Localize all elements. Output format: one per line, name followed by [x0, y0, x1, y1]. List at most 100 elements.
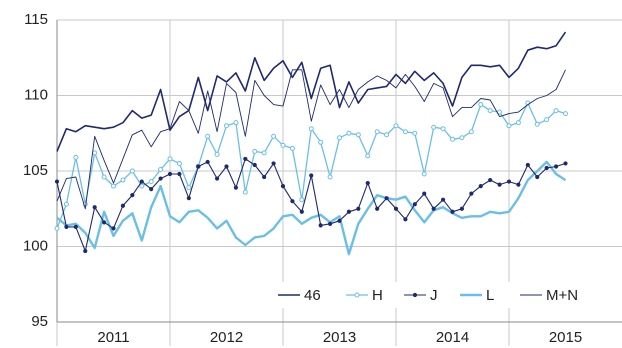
data-point — [64, 224, 69, 229]
data-point — [158, 176, 163, 181]
data-point — [327, 221, 333, 226]
x-tick-label: 2015 — [549, 329, 582, 346]
data-point — [177, 171, 182, 177]
data-point — [252, 148, 258, 154]
data-point — [130, 193, 135, 198]
data-point — [393, 206, 399, 211]
data-point — [506, 123, 512, 129]
data-point — [497, 109, 503, 115]
data-point — [205, 133, 211, 139]
data-point — [280, 184, 286, 189]
data-point — [346, 209, 352, 214]
data-point — [224, 123, 229, 129]
data-point — [544, 117, 550, 123]
legend-label: L — [486, 287, 494, 304]
data-point — [384, 196, 389, 201]
data-point — [120, 203, 126, 208]
data-point — [290, 199, 295, 204]
data-point — [271, 161, 276, 166]
data-point — [111, 226, 116, 231]
data-point — [478, 184, 483, 189]
data-point — [214, 176, 220, 181]
data-point — [563, 111, 568, 117]
data-point — [224, 164, 229, 169]
data-point — [73, 224, 78, 229]
data-point — [374, 129, 380, 135]
data-point — [252, 162, 257, 168]
data-point — [261, 150, 267, 156]
y-tick-label: 105 — [23, 162, 48, 179]
data-point — [92, 150, 98, 156]
data-point — [186, 196, 191, 201]
data-point — [318, 139, 324, 145]
data-point — [101, 220, 107, 225]
data-point — [535, 174, 540, 180]
data-point — [422, 191, 427, 196]
series-line — [56, 69, 566, 210]
data-point — [431, 124, 437, 130]
data-point — [233, 185, 239, 190]
data-point — [487, 108, 493, 114]
data-point — [459, 206, 465, 211]
data-point — [440, 126, 446, 132]
data-point — [167, 171, 173, 177]
x-tick-label: 2011 — [97, 329, 129, 346]
series-line — [56, 160, 567, 256]
data-point — [412, 202, 417, 207]
data-point — [176, 160, 182, 166]
data-point — [375, 206, 380, 211]
data-point — [327, 174, 333, 180]
data-point — [309, 173, 314, 178]
y-tick-label: 110 — [24, 86, 48, 103]
data-point — [73, 154, 79, 160]
data-point — [186, 185, 192, 191]
legend-label: J — [430, 287, 438, 304]
data-point — [83, 248, 88, 254]
legend-box — [272, 282, 604, 308]
data-point — [459, 135, 465, 141]
x-tick-label: 2013 — [323, 329, 356, 346]
data-point — [111, 183, 116, 189]
data-point — [242, 189, 248, 195]
data-point — [167, 156, 173, 162]
data-point — [469, 191, 474, 196]
data-point — [243, 156, 248, 162]
data-point — [393, 123, 399, 129]
data-point — [402, 129, 408, 135]
data-point — [92, 205, 97, 210]
legend-label: 46 — [304, 287, 321, 304]
data-point — [450, 136, 455, 142]
data-point — [120, 177, 126, 183]
y-tick-label: 95 — [31, 313, 48, 330]
data-point — [515, 120, 521, 126]
data-point — [553, 108, 559, 114]
series-line — [56, 102, 566, 229]
data-point — [534, 121, 540, 127]
data-point — [289, 145, 295, 151]
data-point — [101, 174, 107, 180]
data-point — [450, 209, 455, 214]
data-point — [158, 166, 164, 172]
data-point — [196, 164, 201, 169]
data-point — [355, 132, 361, 138]
data-point — [497, 182, 502, 187]
data-point — [356, 206, 361, 211]
data-point — [205, 159, 210, 165]
data-point — [337, 218, 342, 223]
data-point — [488, 177, 493, 183]
data-point — [346, 130, 352, 136]
data-point — [365, 153, 371, 159]
data-point — [412, 130, 418, 136]
data-point — [506, 179, 512, 184]
data-point — [299, 209, 304, 214]
data-point — [149, 187, 154, 192]
data-point — [148, 179, 154, 185]
x-tick-label: 2014 — [436, 329, 469, 346]
data-point — [337, 135, 342, 141]
data-point — [129, 168, 135, 174]
data-point — [440, 197, 446, 202]
data-point — [431, 206, 436, 211]
data-point — [214, 151, 220, 157]
legend-label: H — [372, 287, 383, 304]
